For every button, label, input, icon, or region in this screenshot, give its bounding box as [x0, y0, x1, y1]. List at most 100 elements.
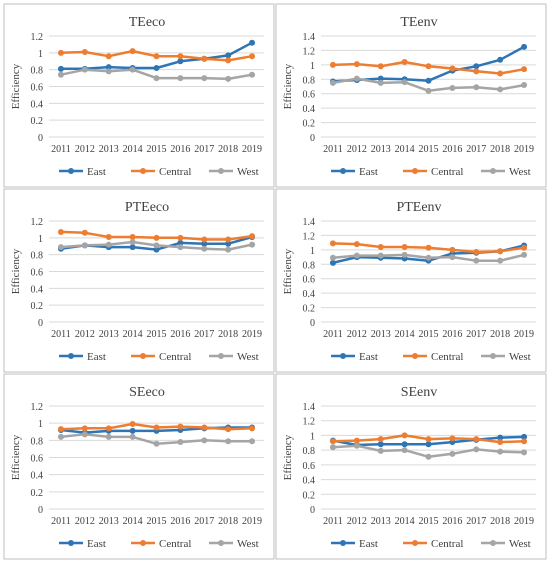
data-point-west: [401, 79, 408, 86]
legend-marker-central: [412, 540, 418, 546]
y-tick-label: 0.6: [31, 83, 44, 94]
chart-panel-pteenv: PTEenv 0 0.2 0.4 0.6 0.8 1 1.2 1.4 2011 2012 2013 20…: [275, 188, 547, 373]
data-point-central: [521, 66, 528, 73]
data-point-central: [353, 61, 360, 68]
y-tick-label: 1.2: [31, 217, 44, 228]
data-point-central: [249, 53, 256, 60]
y-tick-label: 0.8: [31, 436, 44, 447]
chart-panel-seenv: SEenv 0 0.2 0.4 0.6 0.8 1 1.2 1.4 2011 2012 2013 201…: [275, 373, 547, 560]
data-point-central: [521, 438, 528, 445]
data-point-east: [129, 244, 136, 251]
legend-label-west: West: [509, 538, 531, 550]
chart-title: PTEenv: [396, 200, 441, 215]
y-tick-label: 0.4: [31, 99, 44, 110]
data-point-west: [521, 251, 528, 258]
data-point-central: [497, 439, 504, 446]
data-point-west: [401, 447, 408, 454]
chart-panel-teenv: TEenv 0 0.2 0.4 0.6 0.8 1 1.2 1.4 2011 2012 2013 201…: [275, 3, 547, 188]
data-point-east: [57, 65, 64, 72]
x-tick-label: 2018: [490, 516, 510, 527]
x-tick-label: 2018: [218, 329, 238, 340]
legend-marker-central: [412, 353, 418, 359]
y-tick-label: 1.4: [303, 402, 316, 413]
data-point-east: [497, 434, 504, 441]
x-tick-label: 2019: [514, 329, 534, 340]
x-tick-label: 2013: [371, 144, 391, 155]
y-tick-label: 0.2: [303, 490, 316, 501]
legend-marker-west: [218, 168, 224, 174]
legend-label-east: East: [359, 351, 378, 363]
legend-label-east: East: [87, 166, 106, 178]
data-point-central: [81, 229, 88, 236]
data-point-west: [81, 66, 88, 73]
chart-panel-pteeco: PTEeco 0 0.2 0.4 0.6 0.8 1 1.2 2011 2012 2013 2014 2…: [3, 188, 275, 373]
legend-marker-west: [218, 540, 224, 546]
y-tick-label: 1.2: [303, 417, 316, 428]
data-point-east: [521, 433, 528, 440]
legend-marker-east: [340, 353, 346, 359]
x-tick-label: 2014: [123, 144, 143, 155]
data-point-west: [449, 254, 456, 261]
x-tick-label: 2013: [371, 516, 391, 527]
data-point-east: [153, 64, 160, 71]
y-tick-label: 0: [310, 318, 315, 329]
data-point-west: [377, 447, 384, 454]
x-tick-label: 2013: [371, 329, 391, 340]
data-point-east: [105, 64, 112, 71]
legend-label-east: East: [87, 351, 106, 363]
y-tick-label: 0.2: [31, 488, 44, 499]
y-tick-label: 0.2: [31, 116, 44, 127]
data-point-west: [473, 446, 480, 453]
data-point-west: [249, 241, 256, 248]
y-tick-label: 0: [38, 318, 43, 329]
data-point-west: [57, 244, 64, 251]
legend-label-central: Central: [159, 166, 191, 178]
panel-border: [3, 373, 275, 560]
data-point-east: [377, 441, 384, 448]
data-point-west: [57, 433, 64, 440]
x-tick-label: 2015: [147, 516, 167, 527]
y-tick-label: 0.6: [303, 461, 316, 472]
x-tick-label: 2016: [170, 516, 190, 527]
panel-border: [275, 373, 547, 560]
x-tick-label: 2012: [75, 144, 95, 155]
x-tick-label: 2012: [347, 329, 367, 340]
data-point-central: [129, 48, 136, 55]
data-point-central: [449, 65, 456, 72]
data-point-west: [177, 75, 184, 82]
x-tick-label: 2016: [442, 516, 462, 527]
legend-label-east: East: [87, 538, 106, 550]
legend-marker-east: [68, 540, 74, 546]
y-tick-label: 1.2: [303, 231, 316, 242]
legend-label-east: East: [359, 166, 378, 178]
data-point-central: [57, 49, 64, 56]
data-point-west: [353, 442, 360, 449]
y-tick-label: 1: [38, 234, 43, 245]
data-point-west: [153, 242, 160, 249]
data-point-west: [473, 84, 480, 91]
data-point-west: [81, 242, 88, 249]
legend-marker-central: [412, 168, 418, 174]
data-point-central: [105, 233, 112, 240]
x-tick-label: 2018: [490, 144, 510, 155]
data-point-west: [177, 439, 184, 446]
panel-border: [3, 3, 275, 188]
x-tick-label: 2011: [323, 144, 343, 155]
data-point-central: [105, 53, 112, 60]
x-tick-label: 2012: [347, 144, 367, 155]
data-point-east: [177, 58, 184, 65]
data-point-west: [249, 71, 256, 78]
data-point-west: [329, 79, 336, 86]
x-tick-label: 2016: [442, 144, 462, 155]
data-point-central: [249, 233, 256, 240]
legend-label-central: Central: [159, 351, 191, 363]
y-tick-label: 0: [310, 133, 315, 144]
legend-label-central: Central: [431, 538, 463, 550]
data-point-west: [201, 245, 208, 252]
x-tick-label: 2017: [466, 329, 486, 340]
y-tick-label: 1.2: [31, 32, 44, 43]
y-axis-label: Efficiency: [10, 248, 22, 294]
y-tick-label: 0.2: [303, 119, 316, 130]
data-point-west: [105, 433, 112, 440]
